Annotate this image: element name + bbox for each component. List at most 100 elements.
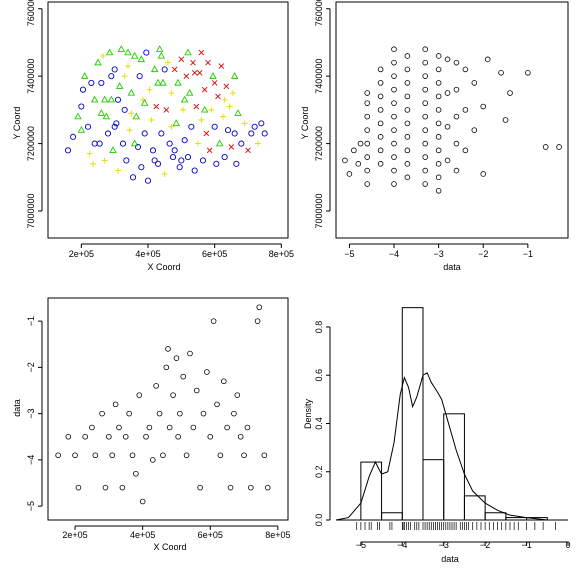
- point-data-y-43: [422, 167, 429, 174]
- y-tick-label-1-2: 7400000: [26, 59, 36, 94]
- point-xy-51: [163, 107, 170, 113]
- point-xy-112: [180, 95, 189, 103]
- point-xy-86: [221, 154, 228, 161]
- x-tick-label-4-1: −4: [397, 540, 407, 550]
- point-xy-44: [150, 65, 159, 73]
- point-x-data-5: [89, 424, 95, 431]
- point-xy-118: [198, 49, 205, 56]
- ylabel-4: Density: [303, 398, 313, 429]
- point-data-y-2: [351, 147, 357, 154]
- y-tick-label-3-3: −2: [26, 362, 36, 372]
- point-xy-111: [171, 147, 178, 154]
- point-data-y-22: [391, 167, 397, 174]
- point-data-y-10: [364, 113, 371, 120]
- point-x-data-50: [237, 433, 244, 440]
- point-xy-96: [241, 120, 248, 127]
- point-x-data-54: [254, 318, 261, 324]
- point-data-y-63: [435, 53, 442, 59]
- point-xy-69: [193, 103, 200, 110]
- point-xy-12: [98, 79, 105, 86]
- ylabel-1: Y Coord: [12, 107, 22, 140]
- point-data-y-36: [404, 120, 411, 127]
- point-data-y-20: [377, 66, 384, 73]
- point-xy-42: [148, 117, 155, 123]
- y-tick-label-4-4: 0.8: [314, 321, 324, 334]
- point-data-y-16: [377, 120, 384, 127]
- point-data-y-78: [480, 171, 487, 177]
- x-tick-label-1-0: 2e+05: [69, 249, 94, 259]
- point-xy-22: [115, 167, 121, 174]
- point-data-y-24: [391, 140, 397, 147]
- point-xy-43: [149, 147, 157, 154]
- point-x-data-29: [170, 392, 176, 398]
- point-xy-1: [69, 133, 77, 140]
- point-xy-10: [94, 58, 102, 66]
- point-x-data-55: [256, 304, 263, 311]
- y-tick-label-1-0: 7000000: [26, 194, 36, 229]
- point-data-y-76: [471, 127, 478, 133]
- point-x-data-14: [122, 433, 129, 440]
- histogram-layer: −5 −4 −3 −2 −1 0 0.0 0.2 0.4 0.6 0.8: [314, 307, 571, 550]
- x-tick-label-3-3: 8e+05: [265, 530, 290, 540]
- point-xy-74: [201, 86, 208, 93]
- point-xy-108: [140, 99, 149, 106]
- point-x-data-27: [165, 346, 171, 352]
- point-data-y-79: [480, 103, 487, 110]
- point-xy-116: [221, 96, 228, 103]
- point-xy-127: [178, 157, 185, 164]
- point-x-data-24: [156, 410, 163, 417]
- point-x-data-51: [241, 452, 247, 459]
- point-xy-50: [161, 170, 168, 177]
- point-x-data-12: [116, 424, 122, 431]
- point-data-y-64: [444, 157, 451, 164]
- point-xy-70: [195, 140, 201, 147]
- point-data-y-59: [435, 107, 442, 113]
- point-xy-83: [215, 139, 224, 147]
- point-xy-87: [223, 83, 230, 90]
- point-x-data-48: [231, 410, 237, 417]
- point-xy-35: [136, 73, 143, 80]
- point-xy-40: [144, 177, 152, 184]
- x-tick-label-2-4: −1: [523, 249, 533, 259]
- point-xy-93: [233, 160, 240, 167]
- point-x-data-43: [214, 401, 220, 408]
- plot-frame-1: [47, 1, 289, 239]
- point-x-data-57: [264, 484, 271, 491]
- xlabel-3: X Coord: [153, 542, 186, 552]
- point-x-data-2: [72, 452, 78, 459]
- point-data-y-23: [391, 154, 397, 160]
- point-xy-64: [184, 154, 192, 161]
- point-xy-4: [79, 86, 87, 93]
- point-x-data-21: [146, 424, 153, 431]
- point-xy-82: [215, 93, 221, 100]
- point-data-y-14: [377, 147, 384, 154]
- x-tick-label-2-3: −2: [478, 249, 488, 259]
- point-xy-3: [78, 103, 85, 110]
- point-data-y-39: [404, 80, 411, 86]
- point-xy-121: [137, 55, 146, 62]
- point-xy-34: [134, 143, 142, 151]
- point-data-y-70: [453, 113, 460, 120]
- point-data-y-83: [507, 90, 513, 96]
- point-data-y-66: [444, 90, 451, 96]
- point-xy-32: [130, 51, 139, 59]
- point-data-y-0: [342, 157, 348, 164]
- point-data-y-49: [422, 86, 429, 93]
- point-xy-75: [203, 130, 210, 137]
- x-tick-label-2-0: −5: [344, 249, 354, 259]
- point-x-data-56: [261, 452, 268, 459]
- point-data-y-51: [422, 59, 429, 66]
- point-x-data-34: [183, 452, 190, 459]
- x-tick-label-3-2: 6e+05: [198, 530, 223, 540]
- point-xy-71: [196, 69, 203, 76]
- x-tick-label-1-3: 8e+05: [269, 249, 294, 259]
- point-xy-78: [208, 106, 215, 113]
- x-tick-label-4-5: 0: [565, 540, 570, 550]
- point-xy-130: [114, 96, 122, 103]
- point-xy-7: [86, 150, 93, 157]
- point-data-y-68: [453, 167, 460, 174]
- point-data-y-19: [377, 80, 384, 86]
- point-data-y-55: [435, 161, 442, 167]
- point-xy-123: [108, 73, 115, 80]
